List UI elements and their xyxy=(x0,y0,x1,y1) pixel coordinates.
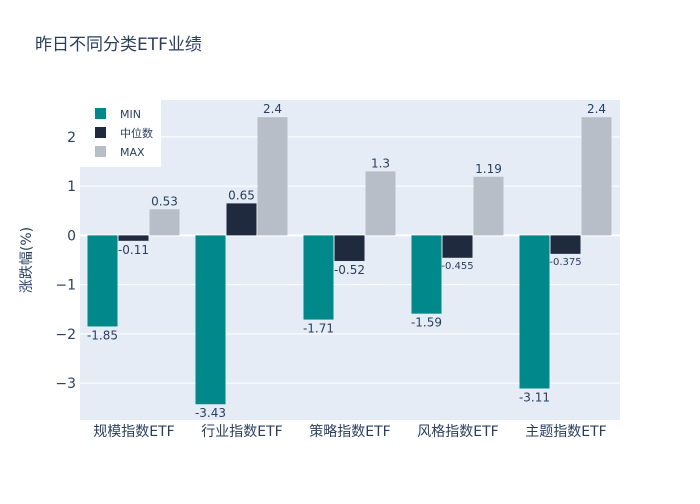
bar-MAX-3[interactable] xyxy=(473,176,504,236)
bar-MAX-2[interactable] xyxy=(365,171,396,236)
x-tick-label: 主题指数ETF xyxy=(525,424,606,440)
data-label: -1.71 xyxy=(303,322,334,336)
data-label: -1.59 xyxy=(411,316,442,330)
bar-MAX-4[interactable] xyxy=(581,117,612,236)
bar-MAX-1[interactable] xyxy=(257,117,288,236)
bar-中位数-0[interactable] xyxy=(118,235,149,241)
y-tick-label: −3 xyxy=(55,376,76,392)
y-tick-label: 2 xyxy=(67,130,76,146)
data-label: 0.65 xyxy=(228,188,255,202)
legend-label[interactable]: 中位数 xyxy=(120,126,153,140)
x-tick-label: 行业指数ETF xyxy=(201,424,282,440)
bar-MIN-2[interactable] xyxy=(303,235,334,320)
y-tick-label: −2 xyxy=(55,327,76,343)
bar-中位数-4[interactable] xyxy=(550,235,581,254)
data-label: 1.19 xyxy=(475,162,502,176)
y-tick-label: −1 xyxy=(55,278,76,294)
bar-中位数-1[interactable] xyxy=(226,203,257,236)
y-tick-label: 0 xyxy=(67,228,76,244)
data-label: 2.4 xyxy=(587,102,606,116)
x-tick-label: 风格指数ETF xyxy=(417,424,498,440)
bar-中位数-3[interactable] xyxy=(442,235,473,258)
data-label: -3.11 xyxy=(519,390,550,404)
data-label: -0.455 xyxy=(441,261,473,272)
bar-MAX-0[interactable] xyxy=(149,209,180,236)
data-label: 2.4 xyxy=(263,102,282,116)
bars-group xyxy=(87,117,612,405)
bar-中位数-2[interactable] xyxy=(334,235,365,261)
data-label: 1.3 xyxy=(371,156,390,170)
bar-MIN-4[interactable] xyxy=(519,235,550,389)
bar-MIN-0[interactable] xyxy=(87,235,118,327)
legend-label[interactable]: MIN xyxy=(120,108,141,121)
data-label: -0.11 xyxy=(118,243,149,257)
legend-box xyxy=(80,100,161,167)
data-label: -0.375 xyxy=(549,257,581,268)
y-axis-label: 涨跌幅(%) xyxy=(19,227,35,293)
bar-MIN-1[interactable] xyxy=(195,235,226,405)
legend-label[interactable]: MAX xyxy=(120,146,145,159)
y-ticks-group: −3 −2 −1 0 1 2 xyxy=(55,130,76,392)
legend-swatch[interactable] xyxy=(95,108,106,119)
legend-swatch[interactable] xyxy=(95,127,106,138)
legend-swatch[interactable] xyxy=(95,146,106,157)
x-ticks-group: 规模指数ETF 行业指数ETF 策略指数ETF 风格指数ETF 主题指数ETF xyxy=(93,423,606,440)
y-tick-label: 1 xyxy=(67,179,76,195)
x-tick-label: 策略指数ETF xyxy=(309,423,390,440)
data-label: 0.53 xyxy=(151,194,178,208)
data-label: -3.43 xyxy=(195,406,226,420)
data-label: -0.52 xyxy=(334,263,365,277)
chart-title: 昨日不同分类ETF业绩 xyxy=(35,35,202,55)
x-tick-label: 规模指数ETF xyxy=(93,424,174,440)
data-labels-group: -1.85 -0.11 0.53 -3.43 0.65 2.4 -1.71 -0.52 1.3 -… xyxy=(87,102,606,420)
bar-MIN-3[interactable] xyxy=(411,235,442,314)
legend[interactable]: MIN 中位数 MAX xyxy=(80,100,161,167)
data-label: -1.85 xyxy=(87,328,118,342)
